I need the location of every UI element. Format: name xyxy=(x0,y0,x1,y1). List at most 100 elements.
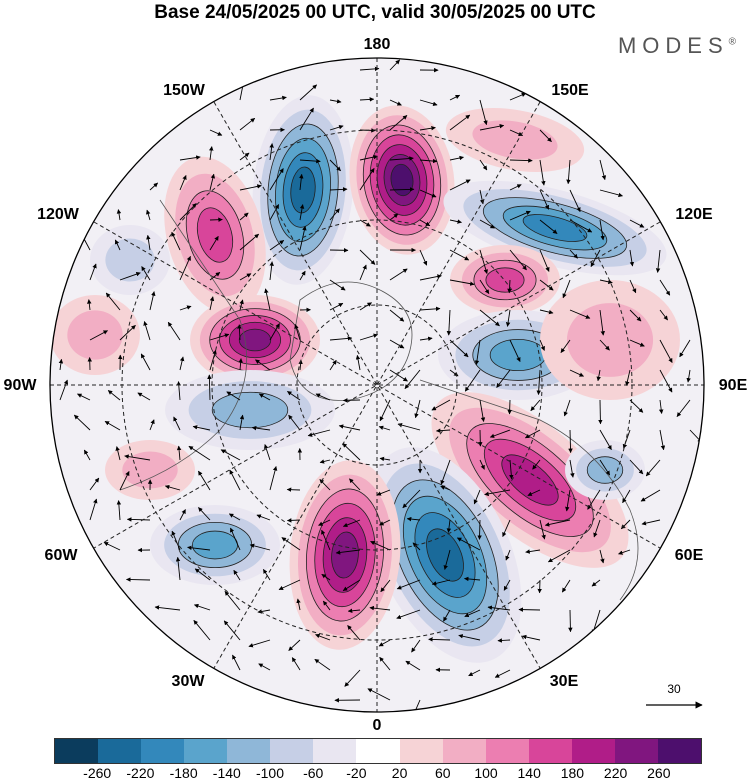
wind-vector xyxy=(359,219,371,227)
wind-vector xyxy=(625,369,631,386)
wind-vector xyxy=(629,249,635,267)
wind-vector xyxy=(411,639,421,653)
wind-vector xyxy=(209,173,216,191)
positive-anomaly xyxy=(445,108,585,172)
wind-vector xyxy=(599,309,606,336)
wind-vector xyxy=(569,189,581,213)
colorbar-tick-label: -180 xyxy=(169,765,198,781)
wind-vector xyxy=(315,393,331,401)
colorbar xyxy=(54,738,702,764)
wind-vector xyxy=(566,159,571,185)
wind-vector xyxy=(322,600,331,611)
wind-vector xyxy=(479,399,486,422)
wind-vector xyxy=(87,299,92,311)
wind-vector xyxy=(299,107,314,131)
wind-vector xyxy=(563,399,571,417)
wind-vector xyxy=(288,414,301,431)
lon-label-120w: 120W xyxy=(37,206,79,223)
wind-vector xyxy=(507,279,512,294)
wind-vector xyxy=(299,270,306,281)
wind-vector xyxy=(658,399,664,414)
wind-vector xyxy=(397,422,421,431)
map-title: Base 24/05/2025 00 UTC, valid 30/05/2025… xyxy=(154,2,596,23)
wind-vector xyxy=(379,399,391,422)
wind-vector xyxy=(596,369,601,382)
wind-vector xyxy=(329,124,344,131)
wind-vector xyxy=(591,579,601,587)
wind-vector xyxy=(440,485,451,491)
wind-vector xyxy=(171,530,181,551)
wind-vector xyxy=(126,577,151,582)
wind-vector xyxy=(228,513,241,521)
wind-vector xyxy=(239,273,252,281)
lon-label-150e: 150E xyxy=(551,82,589,99)
wind-vector xyxy=(179,509,186,521)
wind-vector xyxy=(419,336,433,342)
wind-vector xyxy=(620,519,631,530)
wind-vector xyxy=(107,390,121,401)
wind-vector xyxy=(209,272,221,281)
wind-vector xyxy=(443,609,451,622)
wind-vector xyxy=(405,660,421,671)
wind-vector xyxy=(237,324,242,341)
wind-vector xyxy=(124,454,151,461)
wind-vector xyxy=(329,336,353,341)
wind-vector xyxy=(255,359,271,371)
colorbar-tick-label: -20 xyxy=(346,765,367,781)
wind-vector xyxy=(449,249,470,261)
colorbar-swatch xyxy=(270,739,314,763)
wind-vector xyxy=(359,97,375,102)
wind-vector xyxy=(659,369,673,393)
wind-vector xyxy=(640,489,661,502)
colorbar-swatch xyxy=(399,739,443,763)
wind-vector xyxy=(539,519,546,540)
wind-vector xyxy=(431,399,451,411)
wind-vector xyxy=(119,324,136,341)
wind-vector xyxy=(539,159,546,186)
eurasia-coastline xyxy=(419,379,639,601)
wind-vector xyxy=(509,249,527,271)
lon-label-60w: 60W xyxy=(44,547,78,564)
wind-vector xyxy=(359,154,378,161)
wind-vector xyxy=(269,95,287,101)
wind-vector xyxy=(58,358,64,371)
wind-vector xyxy=(419,125,436,131)
wind-vector xyxy=(294,324,301,341)
wind-vector xyxy=(530,399,541,412)
colorbar-swatch xyxy=(485,739,529,763)
wind-vector xyxy=(73,414,91,431)
wind-vector xyxy=(458,634,481,641)
negative-anomaly xyxy=(165,370,335,450)
wind-vector xyxy=(629,399,644,413)
wind-vector xyxy=(329,208,340,221)
lon-label-90w: 90W xyxy=(3,377,37,394)
wind-vector xyxy=(143,321,151,341)
positive-anomaly xyxy=(540,280,680,400)
wind-vector xyxy=(171,231,181,251)
wind-vector xyxy=(599,159,607,181)
wind-vector xyxy=(419,219,431,227)
wind-vector xyxy=(226,391,241,401)
wind-vector xyxy=(220,449,241,461)
wind-vector xyxy=(389,156,414,161)
wind-vector xyxy=(187,545,211,551)
wind-vector xyxy=(299,158,321,164)
wind-vector xyxy=(479,99,488,126)
colorbar-tick-label: 60 xyxy=(435,765,451,781)
wind-vector xyxy=(319,459,331,464)
colorbar-tick-label: -60 xyxy=(303,765,324,781)
wind-vector xyxy=(618,549,631,555)
wind-vector xyxy=(509,210,531,221)
wind-vector xyxy=(239,184,262,191)
colorbar-tick-label: -140 xyxy=(212,765,241,781)
wind-vector xyxy=(258,393,271,401)
wind-vector xyxy=(369,605,391,611)
wind-vector xyxy=(344,669,361,687)
wind-vector xyxy=(347,608,361,614)
wind-vector xyxy=(224,590,241,611)
wind-vector xyxy=(232,654,241,671)
wind-vector xyxy=(239,117,256,131)
wind-vector xyxy=(569,249,578,259)
wind-vector xyxy=(525,549,541,554)
